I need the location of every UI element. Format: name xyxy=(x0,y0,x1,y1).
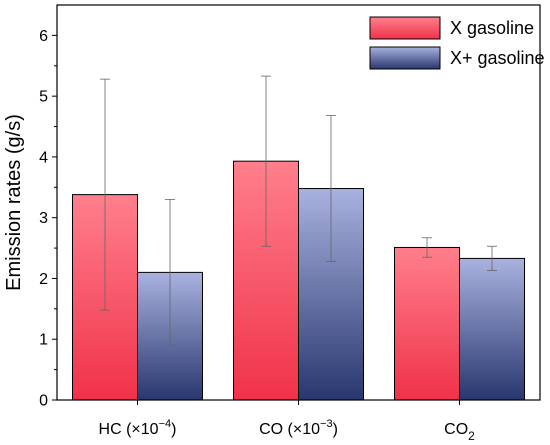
error-bar-1-0 xyxy=(165,199,175,346)
error-bar-0-0 xyxy=(100,78,110,311)
y-axis-title: Emission rates (g/s) xyxy=(3,114,25,291)
x-tick-label-1: CO (×10−3) xyxy=(259,418,338,438)
x-tick-label-2: CO2 xyxy=(444,421,475,443)
bar-0-2 xyxy=(394,246,460,401)
error-bar-1-2 xyxy=(487,245,497,271)
x-tick-label-0: HC (×10−4) xyxy=(99,418,177,438)
y-tick-label: 1 xyxy=(39,332,48,349)
legend-swatch-0 xyxy=(369,16,441,40)
legend-label-1: X+ gasoline xyxy=(450,48,545,68)
legend-label-0: X gasoline xyxy=(450,18,534,38)
error-bar-1-1 xyxy=(326,115,336,262)
error-bar-0-2 xyxy=(422,237,432,258)
plot-area xyxy=(72,75,525,401)
error-bar-0-1 xyxy=(261,75,271,247)
axes: 0 1 2 3 4 5 6 HC (×10−4) CO (×10−3) CO2 Emission r… xyxy=(3,4,541,443)
legend: X gasoline X+ gasoline xyxy=(369,16,545,70)
y-tick-label: 0 xyxy=(39,393,48,410)
legend-swatch-1 xyxy=(369,46,441,70)
y-tick-label: 4 xyxy=(39,149,48,166)
y-tick-label: 3 xyxy=(39,210,48,227)
y-tick-label: 2 xyxy=(39,271,48,288)
bar-1-2 xyxy=(459,257,525,401)
y-tick-label: 5 xyxy=(39,89,48,106)
y-tick-label: 6 xyxy=(39,28,48,45)
